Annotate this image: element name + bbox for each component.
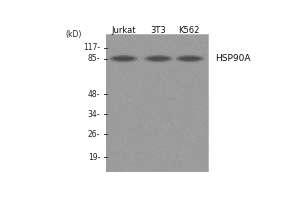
Text: 85-: 85- bbox=[88, 54, 100, 63]
Text: 117-: 117- bbox=[83, 43, 100, 52]
Text: Jurkat: Jurkat bbox=[111, 26, 136, 35]
Ellipse shape bbox=[113, 57, 134, 61]
Text: 3T3: 3T3 bbox=[151, 26, 166, 35]
Bar bbox=[106, 35, 208, 172]
Ellipse shape bbox=[144, 55, 172, 62]
Ellipse shape bbox=[106, 53, 141, 64]
Ellipse shape bbox=[176, 55, 204, 62]
Ellipse shape bbox=[141, 53, 176, 64]
Ellipse shape bbox=[148, 57, 169, 61]
Text: 26-: 26- bbox=[88, 130, 100, 139]
Text: 34-: 34- bbox=[88, 110, 100, 119]
Text: (kD): (kD) bbox=[65, 30, 82, 39]
Ellipse shape bbox=[179, 57, 200, 61]
Text: 48-: 48- bbox=[88, 90, 100, 99]
Text: HSP90A: HSP90A bbox=[215, 54, 251, 63]
Ellipse shape bbox=[172, 53, 207, 64]
Ellipse shape bbox=[110, 55, 138, 62]
Text: 19-: 19- bbox=[88, 153, 100, 162]
Text: K562: K562 bbox=[178, 26, 199, 35]
